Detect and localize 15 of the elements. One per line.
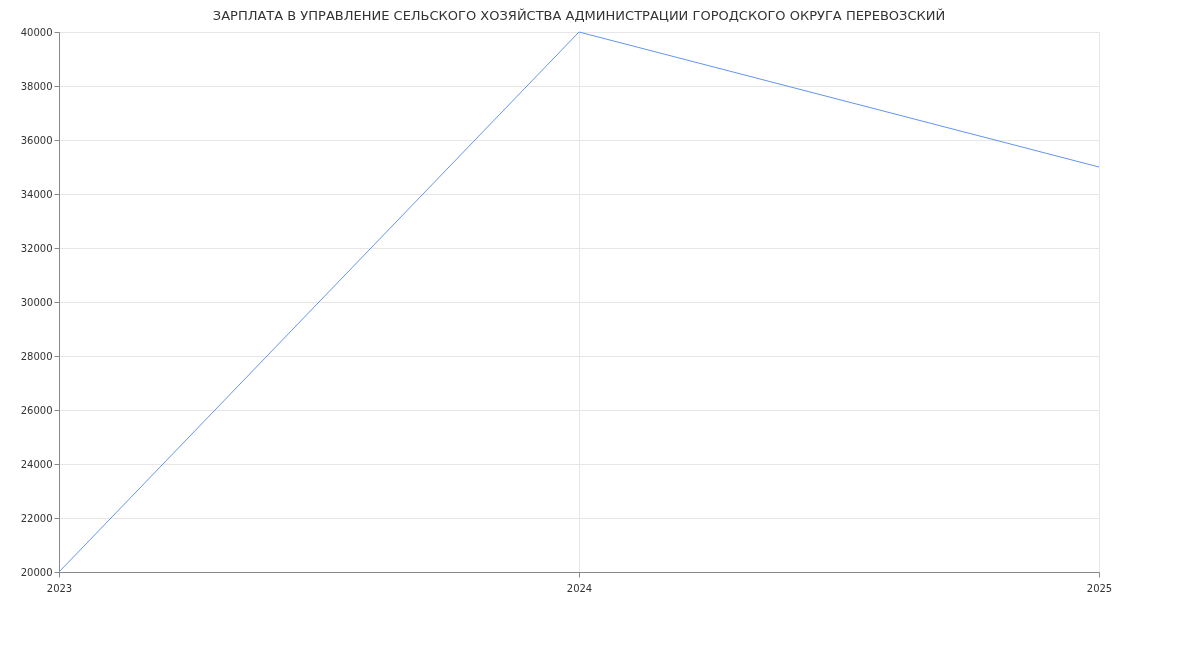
y-tick-label: 36000	[20, 134, 53, 146]
x-tick-label: 2024	[566, 582, 593, 594]
y-tick-label: 30000	[20, 296, 53, 308]
y-tick-label: 22000	[20, 512, 53, 524]
x-tick-label: 2025	[1086, 582, 1113, 594]
y-tick-label: 32000	[20, 242, 53, 254]
y-tick-label: 34000	[20, 188, 53, 200]
y-tick-label: 40000	[20, 26, 53, 38]
y-tick-label: 24000	[20, 458, 53, 470]
chart-title: ЗАРПЛАТА В УПРАВЛЕНИЕ СЕЛЬСКОГО ХОЗЯЙСТВА АДМИНИСТРАЦИИ ГОРОДСКОГО ОКРУГА ПЕРЕВОЗСКИЙ	[212, 8, 946, 23]
y-tick-label: 20000	[20, 566, 53, 578]
y-tick-label: 26000	[20, 404, 53, 416]
x-tick-label: 2023	[46, 582, 73, 594]
y-tick-label: 38000	[20, 80, 53, 92]
y-tick-label: 28000	[20, 350, 53, 362]
